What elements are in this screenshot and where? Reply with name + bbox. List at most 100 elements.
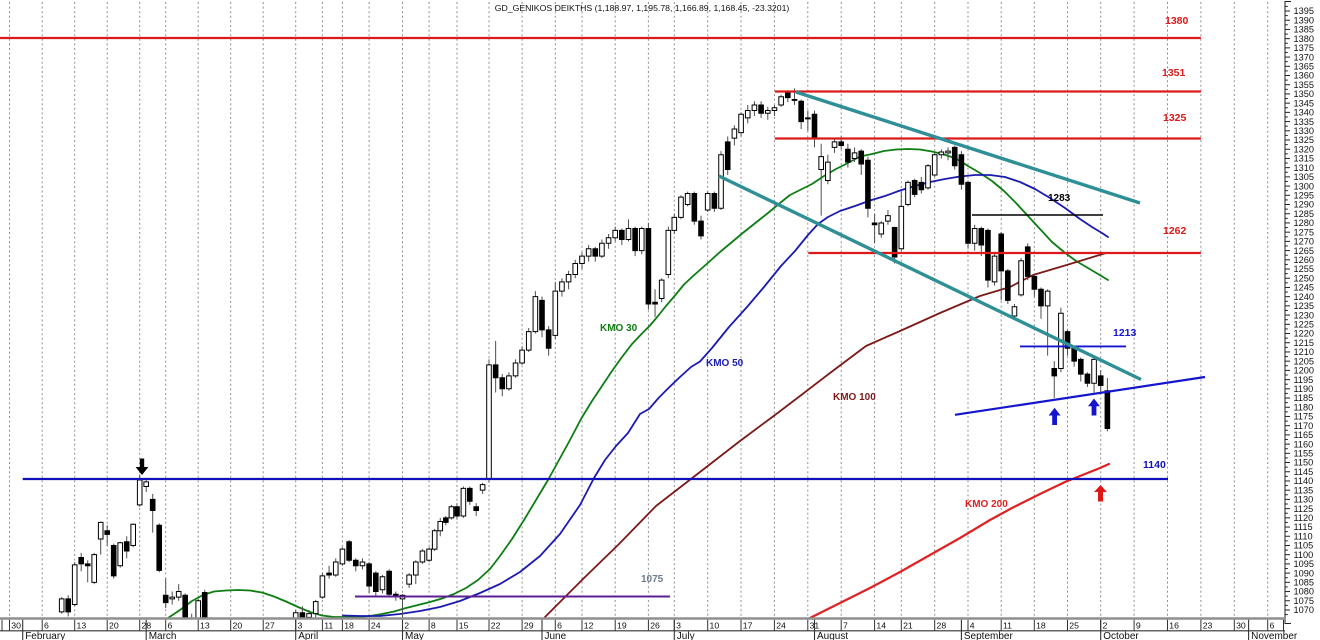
svg-text:17: 17 [743, 621, 753, 631]
svg-text:1260: 1260 [1294, 255, 1314, 265]
svg-text:1180: 1180 [1294, 402, 1314, 412]
svg-text:March: March [149, 631, 177, 640]
svg-text:1210: 1210 [1294, 347, 1314, 357]
svg-text:29: 29 [524, 621, 534, 631]
svg-text:9: 9 [1136, 621, 1141, 631]
svg-text:24: 24 [776, 621, 786, 631]
svg-text:1150: 1150 [1294, 458, 1314, 468]
svg-text:August: August [817, 631, 848, 640]
svg-text:14: 14 [876, 621, 886, 631]
svg-text:6: 6 [44, 621, 49, 631]
svg-text:February: February [25, 631, 65, 640]
svg-text:15: 15 [459, 621, 469, 631]
svg-text:3: 3 [298, 621, 303, 631]
svg-text:1375: 1375 [1294, 43, 1314, 53]
svg-text:7: 7 [843, 621, 848, 631]
svg-text:1125: 1125 [1294, 504, 1314, 514]
svg-text:1200: 1200 [1294, 366, 1314, 376]
svg-text:6: 6 [557, 621, 562, 631]
svg-text:1110: 1110 [1294, 531, 1313, 541]
svg-text:1325: 1325 [1294, 135, 1314, 145]
svg-text:1090: 1090 [1294, 568, 1314, 578]
svg-text:20: 20 [233, 621, 243, 631]
svg-text:1075: 1075 [641, 574, 664, 585]
svg-text:1351: 1351 [1162, 67, 1186, 79]
svg-text:16: 16 [1169, 621, 1179, 631]
svg-text:4: 4 [970, 621, 975, 631]
svg-text:3: 3 [676, 621, 681, 631]
svg-text:1300: 1300 [1294, 181, 1314, 191]
svg-text:1130: 1130 [1294, 495, 1314, 505]
svg-text:1115: 1115 [1294, 522, 1313, 532]
svg-text:6: 6 [168, 621, 173, 631]
svg-text:May: May [405, 631, 424, 640]
svg-text:1370: 1370 [1294, 52, 1314, 62]
svg-text:KMO 100: KMO 100 [833, 392, 876, 403]
svg-text:1255: 1255 [1294, 264, 1314, 274]
svg-text:27: 27 [265, 621, 275, 631]
svg-text:1310: 1310 [1294, 163, 1314, 173]
svg-text:1305: 1305 [1294, 172, 1314, 182]
svg-text:1330: 1330 [1294, 126, 1314, 136]
svg-text:1340: 1340 [1294, 108, 1314, 118]
svg-text:1070: 1070 [1294, 605, 1314, 615]
svg-text:1290: 1290 [1294, 200, 1314, 210]
svg-text:11: 11 [1003, 621, 1012, 631]
svg-text:1360: 1360 [1294, 71, 1314, 81]
svg-text:1315: 1315 [1294, 154, 1314, 164]
svg-text:July: July [677, 631, 695, 640]
svg-text:1085: 1085 [1294, 578, 1314, 588]
svg-text:1145: 1145 [1294, 467, 1314, 477]
svg-text:1195: 1195 [1294, 375, 1314, 385]
svg-text:30: 30 [11, 621, 21, 631]
svg-text:6: 6 [1270, 621, 1275, 631]
svg-text:13: 13 [200, 621, 210, 631]
svg-text:1325: 1325 [1163, 112, 1187, 124]
svg-text:23: 23 [1203, 621, 1213, 631]
svg-text:April: April [298, 631, 318, 640]
svg-text:1350: 1350 [1294, 89, 1314, 99]
svg-text:GD_GENIKOS DEIKTHS (1,188.97,: GD_GENIKOS DEIKTHS (1,188.97, 1,195.78, … [495, 3, 790, 13]
svg-text:1250: 1250 [1294, 273, 1314, 283]
svg-text:1220: 1220 [1294, 329, 1314, 339]
svg-text:1080: 1080 [1294, 587, 1314, 597]
svg-text:1160: 1160 [1294, 439, 1314, 449]
svg-text:1320: 1320 [1294, 144, 1314, 154]
svg-text:28: 28 [937, 621, 947, 631]
svg-text:1120: 1120 [1294, 513, 1314, 523]
svg-text:1265: 1265 [1294, 246, 1314, 256]
svg-text:1365: 1365 [1294, 61, 1314, 71]
svg-text:18: 18 [1036, 621, 1046, 631]
svg-text:1280: 1280 [1294, 218, 1314, 228]
svg-text:1215: 1215 [1294, 338, 1314, 348]
svg-text:1385: 1385 [1294, 25, 1314, 35]
svg-text:1135: 1135 [1294, 485, 1314, 495]
svg-text:1185: 1185 [1294, 393, 1314, 403]
svg-text:November: November [1251, 631, 1298, 640]
svg-text:24: 24 [371, 621, 381, 631]
svg-text:KMO 200: KMO 200 [965, 499, 1008, 510]
svg-text:1225: 1225 [1294, 320, 1314, 330]
svg-text:1245: 1245 [1294, 283, 1314, 293]
svg-text:2: 2 [404, 621, 409, 631]
svg-text:1100: 1100 [1294, 550, 1314, 560]
svg-text:22: 22 [491, 621, 501, 631]
svg-text:8: 8 [431, 621, 436, 631]
svg-text:1295: 1295 [1294, 191, 1314, 201]
svg-text:1380: 1380 [1294, 34, 1314, 44]
svg-text:1395: 1395 [1294, 6, 1314, 16]
svg-text:1230: 1230 [1294, 310, 1314, 320]
svg-text:1285: 1285 [1294, 209, 1314, 219]
svg-text:1155: 1155 [1294, 449, 1314, 459]
svg-text:18: 18 [344, 621, 354, 631]
svg-text:1170: 1170 [1294, 421, 1314, 431]
svg-text:1190: 1190 [1294, 384, 1314, 394]
svg-text:25: 25 [1069, 621, 1079, 631]
svg-text:1095: 1095 [1294, 559, 1314, 569]
svg-text:KMO 50: KMO 50 [706, 358, 744, 369]
svg-text:21: 21 [903, 621, 913, 631]
svg-text:1213: 1213 [1113, 327, 1137, 339]
svg-text:1165: 1165 [1294, 430, 1314, 440]
svg-text:1105: 1105 [1294, 541, 1314, 551]
svg-text:1075: 1075 [1294, 596, 1314, 606]
